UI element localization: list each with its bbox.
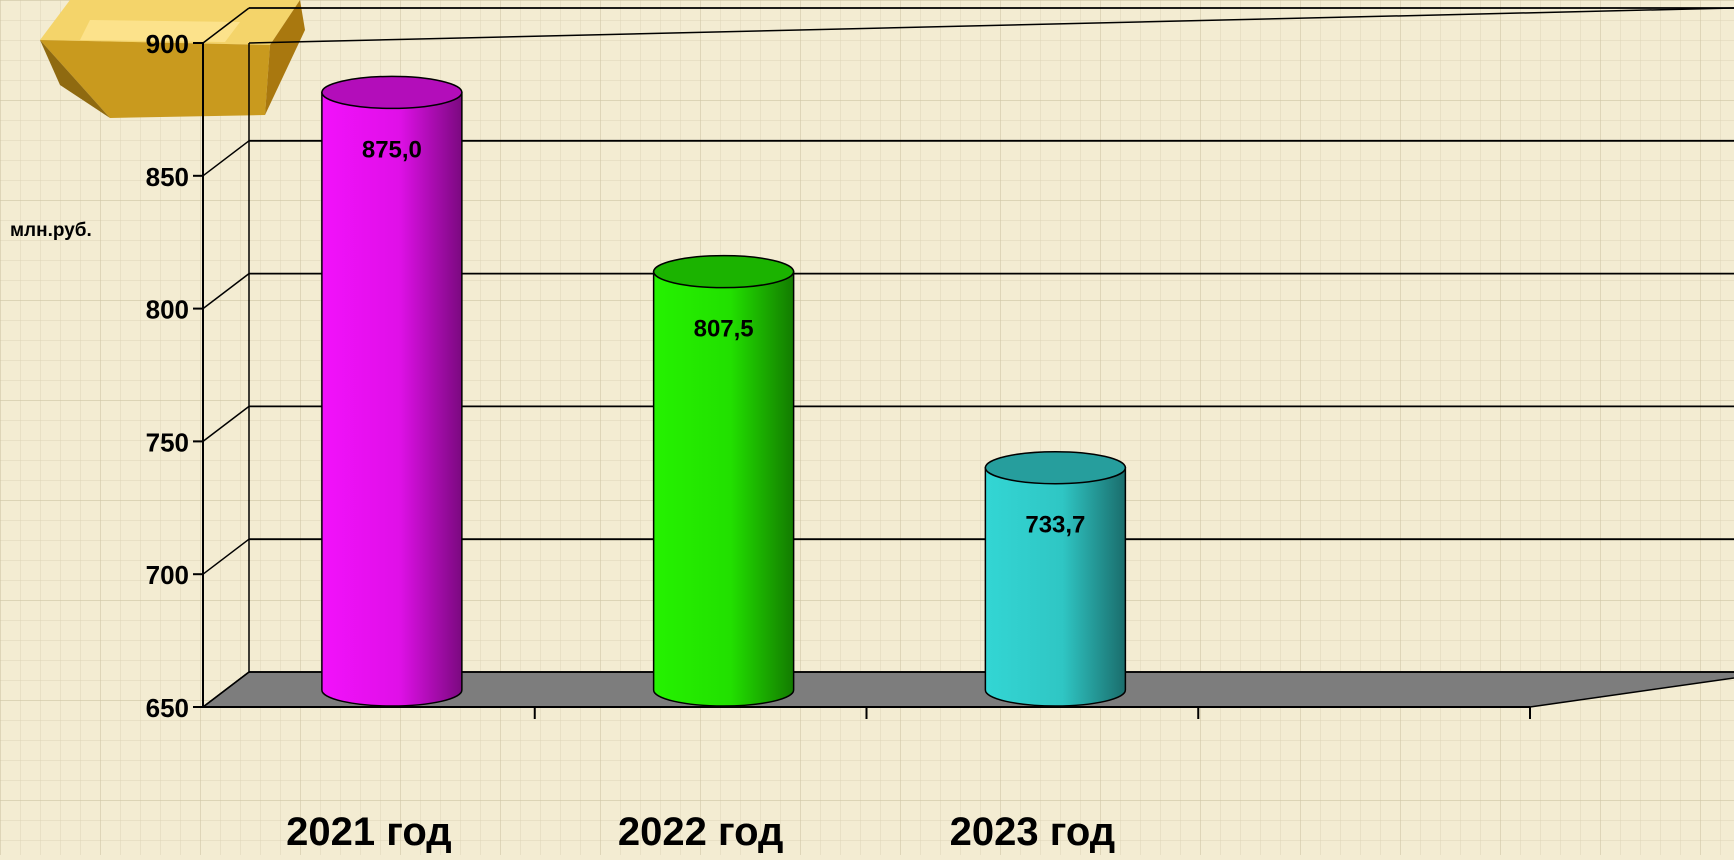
bar-2: 733,7 — [984, 450, 1127, 707]
y-tick-label: 700 — [146, 560, 189, 590]
bar-body — [652, 270, 795, 707]
bar-top — [321, 75, 463, 110]
bar-top — [984, 450, 1127, 485]
gridline-depth — [202, 405, 250, 442]
category-labels: 2021 год 2022 год 2023 год — [286, 810, 1115, 854]
gridline-depth — [202, 140, 250, 177]
y-tick-label: 850 — [146, 162, 189, 192]
category-label: 2023 год — [950, 810, 1116, 854]
y-tick-label: 750 — [146, 427, 189, 457]
y-tick-label: 800 — [146, 295, 189, 325]
y-tick-labels: 650 700 750 800 850 900 — [146, 29, 189, 723]
bars: 875,0 807,5 733,7 — [321, 75, 1127, 707]
gridline-depth — [202, 7, 250, 44]
y-tick-label: 900 — [146, 29, 189, 59]
bar-value-label: 733,7 — [1025, 512, 1085, 539]
bar-value-label: 875,0 — [362, 136, 422, 163]
y-tick-label: 650 — [146, 693, 189, 723]
back-wall-top — [248, 7, 1734, 44]
category-label: 2021 год — [286, 810, 452, 854]
gridline-depth — [202, 273, 250, 310]
gridline-depth — [202, 671, 250, 708]
bar-value-label: 807,5 — [694, 316, 754, 343]
bar-0: 875,0 — [321, 75, 463, 707]
gridline-depth — [202, 538, 250, 575]
bar-body — [321, 91, 463, 707]
bar-body — [984, 466, 1127, 707]
bar-1: 807,5 — [652, 254, 795, 707]
gold-bar-icon — [40, 0, 305, 118]
category-label: 2022 год — [618, 810, 784, 854]
bar-top — [652, 254, 795, 289]
y-axis-label: млн.руб. — [10, 220, 92, 241]
